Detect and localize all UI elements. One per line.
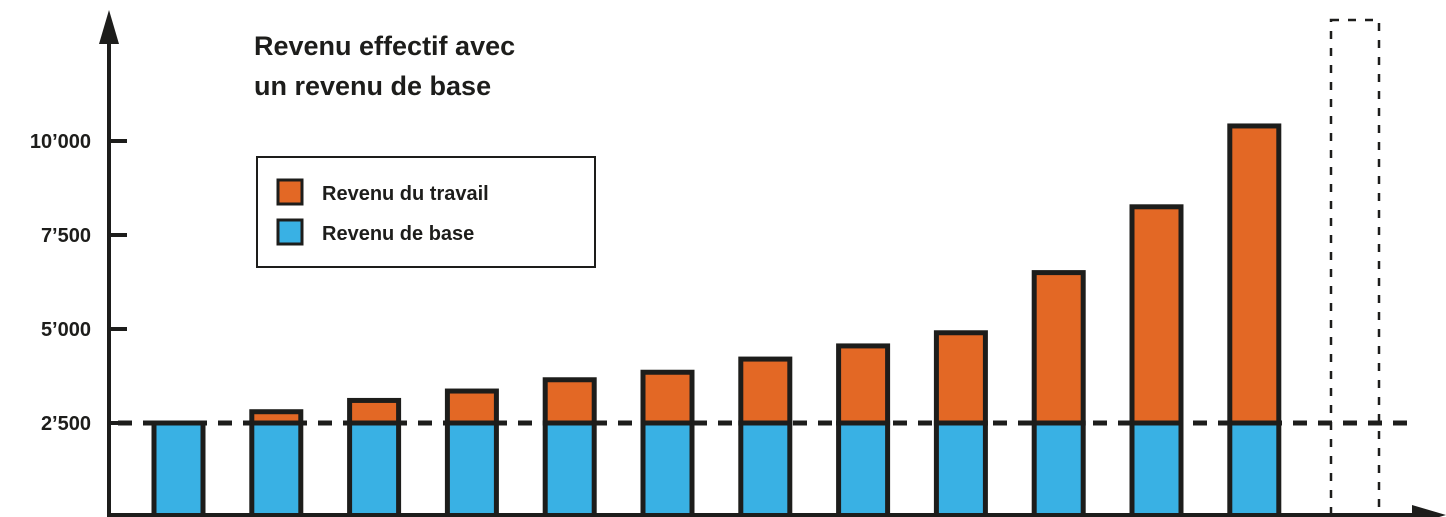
bar-segment-revenu-du-travail [738,356,793,426]
y-tick-label: 10’000 [30,131,91,153]
bar-segment-revenu-de-base [249,420,304,517]
bar-segment-revenu-de-base [836,420,891,517]
bar-segment-revenu-de-base [542,420,597,517]
bar-segment-revenu-de-base [347,420,402,517]
chart-title-line-2: un revenu de base [254,71,491,101]
legend: Revenu du travail Revenu de base [256,156,596,268]
bar-segment-revenu-de-base [1227,420,1282,517]
legend-swatch-base [276,218,304,246]
bar-segment-revenu-du-travail [933,330,988,426]
legend-swatch-travail [276,178,304,206]
y-tick-label: 7’500 [41,225,91,247]
bar-segment-revenu-de-base [1031,420,1086,517]
bar-segment-revenu-du-travail [444,388,499,426]
legend-box [256,156,596,268]
bar-segment-revenu-du-travail [1031,270,1086,426]
bar-segment-revenu-de-base [640,420,695,517]
legend-label-travail: Revenu du travail [322,183,489,205]
bar-segment-revenu-de-base [444,420,499,517]
bars-group [151,123,1282,517]
empty-bar-slot [1329,18,1381,517]
bar-segment-revenu-du-travail [542,377,597,426]
bar-segment-revenu-de-base [151,420,206,517]
bar-segment-revenu-du-travail [640,369,695,426]
x-axis-arrow [1412,505,1446,517]
y-axis-arrow [99,10,119,44]
y-tick-label: 2’500 [41,413,91,435]
y-tick-label: 5’000 [41,319,91,341]
bar-segment-revenu-de-base [1129,420,1184,517]
bar-segment-revenu-du-travail [347,397,402,426]
y-ticks-group: 2’500 5’000 7’500 10’000 [30,131,127,435]
bar-segment-revenu-de-base [933,420,988,517]
chart-title-line-1: Revenu effectif avec [254,31,515,61]
bar-segment-revenu-du-travail [1227,123,1282,426]
legend-label-base: Revenu de base [322,223,474,245]
bar-segment-revenu-du-travail [836,343,891,426]
bar-segment-revenu-du-travail [1129,204,1184,426]
bar-segment-revenu-de-base [738,420,793,517]
